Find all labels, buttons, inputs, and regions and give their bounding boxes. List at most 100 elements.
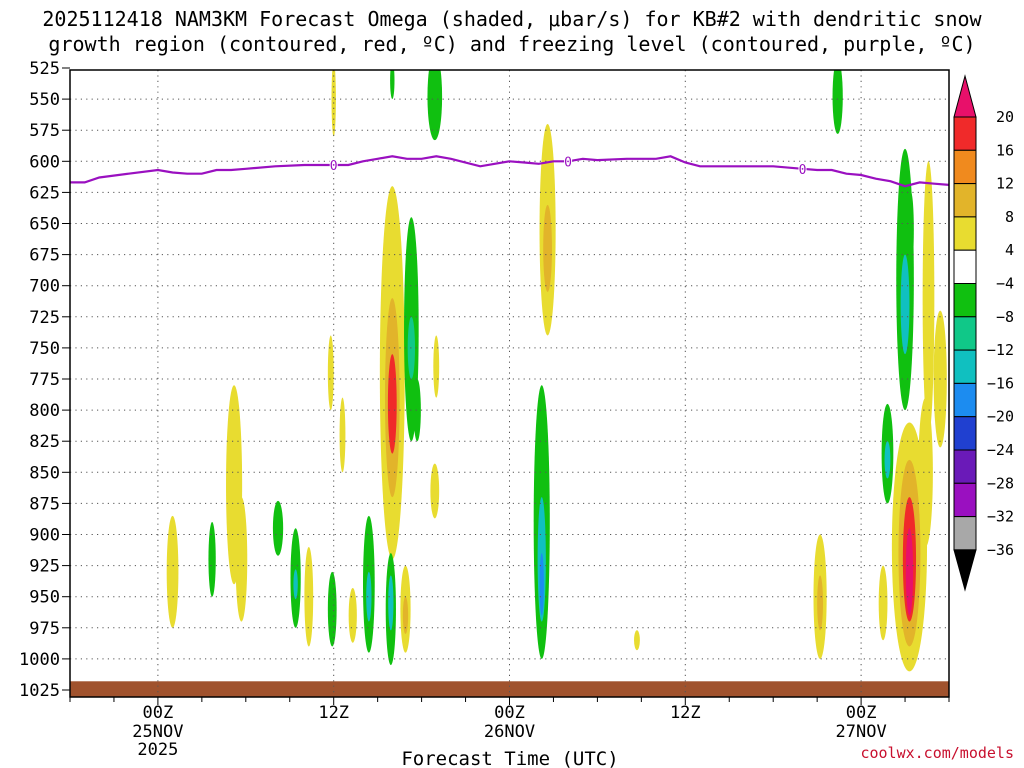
- omega-cell-41: [907, 192, 914, 268]
- x-tick-label-36: 12Z: [670, 703, 701, 723]
- omega-cell-3: [832, 70, 843, 134]
- y-tick-label-700: 700: [29, 277, 60, 297]
- y-tick-label-825: 825: [29, 432, 60, 452]
- omega-cell-20: [235, 497, 248, 622]
- colorbar-swatch-7: [953, 316, 977, 351]
- colorbar-label-7: −12: [987, 341, 1014, 359]
- ground-surface: [70, 681, 949, 697]
- omega-cell-38: [878, 565, 888, 641]
- omega-cell-23: [272, 500, 284, 556]
- freezing-level-contour: 0 0 0: [70, 154, 949, 188]
- colorbar-swatch-3: [953, 183, 977, 218]
- y-axis: 525 550 575 600 625 650 675 700 725 750 775 800 825 8…: [19, 59, 70, 701]
- x-year-label-0: 2025: [137, 740, 178, 760]
- colorbar-swatch-12: [953, 482, 977, 518]
- omega-cell-15: [430, 463, 440, 519]
- omega-cell-11: [413, 379, 421, 442]
- omega-cell-12: [433, 335, 440, 398]
- x-tick-label-0: 00Z: [143, 703, 174, 723]
- y-tick-label-525: 525: [29, 59, 60, 79]
- omega-cell-27: [327, 571, 337, 647]
- omega-cell-48: [918, 397, 933, 547]
- omega-cell-8: [387, 354, 397, 454]
- omega-cell-21: [166, 515, 179, 628]
- x-axis-label: Forecast Time (UTC): [401, 748, 618, 768]
- freezing-label-bg-1: [564, 154, 573, 169]
- omega-cell-40: [900, 254, 910, 355]
- omega-cell-50: [884, 441, 891, 479]
- colorbar-label-12: −32: [987, 508, 1014, 526]
- colorbar-swatch-11: [953, 449, 977, 484]
- colorbar-label-10: −24: [987, 441, 1014, 459]
- omega-cell-28: [348, 587, 357, 643]
- colorbar-label-9: −20: [987, 408, 1014, 426]
- x-tick-label-24: 00Z: [494, 703, 525, 723]
- colorbar-swatch-1: [953, 116, 977, 151]
- freezing-level-line: [70, 155, 949, 188]
- colorbar-label-2: 12: [996, 175, 1014, 193]
- colorbar-swatch-2: [953, 149, 977, 185]
- y-tick-label-750: 750: [29, 339, 60, 359]
- omega-cell-25: [293, 569, 298, 600]
- x-date-label-24: 26NOV: [484, 722, 535, 742]
- omega-cell-1: [390, 70, 395, 100]
- freezing-level-label-2: 0: [799, 163, 807, 178]
- colorbar-label-8: −16: [987, 374, 1014, 392]
- colorbar-label-3: 8: [1005, 208, 1014, 226]
- freezing-label-bg-2: [798, 161, 807, 176]
- y-tick-label-725: 725: [29, 308, 60, 328]
- y-tick-label-875: 875: [29, 494, 60, 514]
- freezing-level-label-0: 0: [330, 159, 338, 174]
- y-tick-label-575: 575: [29, 121, 60, 141]
- omega-cell-37: [817, 575, 824, 631]
- y-tick-label-850: 850: [29, 463, 60, 483]
- y-tick-label-925: 925: [29, 557, 60, 577]
- y-tick-label-675: 675: [29, 246, 60, 266]
- colorbar-bottom-arrow: [953, 549, 977, 592]
- y-tick-label-800: 800: [29, 401, 60, 421]
- y-tick-label-625: 625: [29, 183, 60, 203]
- omega-cell-35: [634, 630, 640, 651]
- grid-lines: [70, 70, 949, 697]
- x-date-label-48: 27NOV: [836, 722, 887, 742]
- omega-cell-30: [366, 571, 372, 622]
- x-date-label-0: 25NOV: [132, 722, 183, 742]
- x-tick-label-48: 00Z: [846, 703, 877, 723]
- colorbar-label-13: −36: [987, 541, 1014, 559]
- y-tick-label-1025: 1025: [19, 681, 60, 701]
- omega-cell-34: [402, 596, 409, 635]
- y-tick-label-950: 950: [29, 588, 60, 608]
- colorbar-label-4: 4: [1005, 241, 1014, 259]
- y-tick-label-900: 900: [29, 526, 60, 546]
- colorbar-swatch-4: [953, 216, 977, 251]
- y-tick-label-550: 550: [29, 90, 60, 110]
- y-tick-label-1000: 1000: [19, 650, 60, 670]
- x-tick-label-12: 12Z: [318, 703, 349, 723]
- y-tick-label-975: 975: [29, 619, 60, 639]
- omega-cell-2: [427, 70, 443, 141]
- omega-cell-14: [339, 397, 346, 473]
- chart-title-line-2: growth region (contoured, red, ºC) and f…: [48, 32, 975, 56]
- colorbar-label-5: −4: [996, 275, 1014, 293]
- colorbar-swatch-5: [953, 249, 977, 284]
- colorbar-swatch-10: [953, 416, 977, 451]
- colorbar-top-arrow: [953, 74, 977, 118]
- credit-link[interactable]: coolwx.com/models: [860, 744, 1014, 762]
- omega-shading: [166, 70, 947, 672]
- colorbar-label-0: 20: [996, 108, 1014, 126]
- omega-cell-22: [208, 522, 216, 597]
- chart-title-line-1: 2025112418 NAM3KM Forecast Omega (shaded…: [42, 7, 982, 31]
- omega-cell-18: [539, 553, 544, 616]
- colorbar-swatch-6: [953, 283, 977, 318]
- ground-band: [70, 681, 949, 697]
- colorbar-label-11: −28: [987, 474, 1014, 492]
- omega-cell-32: [388, 575, 394, 631]
- freezing-level-label-1: 0: [564, 155, 572, 170]
- colorbar-label-6: −8: [996, 308, 1014, 326]
- omega-cell-47: [905, 528, 914, 616]
- freezing-label-bg-0: [329, 158, 338, 173]
- colorbar-swatch-8: [953, 349, 977, 384]
- colorbar: 20 16 12 8 4 −4 −8 −12 −16 −20 −24 −28 −32 −36: [953, 74, 1014, 592]
